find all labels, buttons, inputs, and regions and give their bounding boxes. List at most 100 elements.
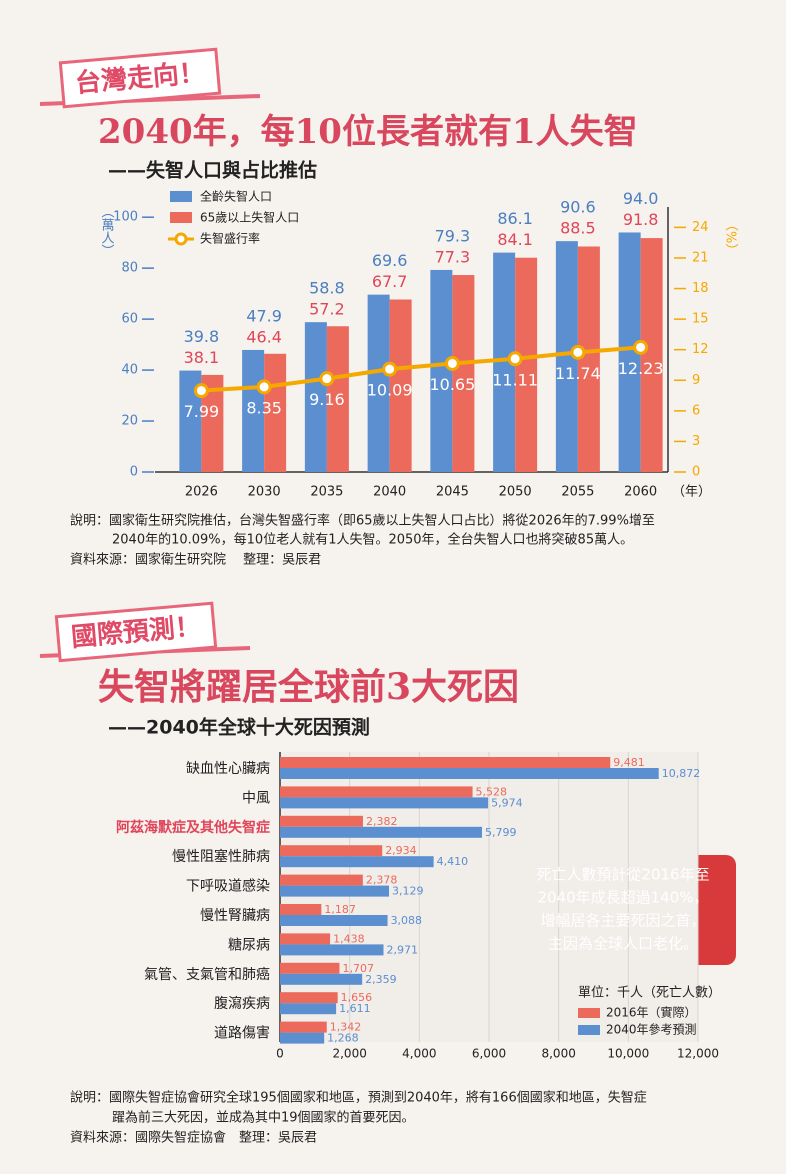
value-label: 1,656 — [341, 991, 373, 1004]
value-label: 1,342 — [330, 1021, 362, 1034]
line-marker — [382, 361, 398, 377]
note-line: 2040年的10.09%，每10位老人就有1人失智。2050年，全台失智人口也將… — [112, 532, 633, 548]
x-tick-label: 2055 — [561, 485, 594, 500]
value-label: 39.8 — [184, 327, 220, 346]
y-tick-label: 80 — [121, 261, 138, 276]
y2-tick-label: 15 — [692, 312, 709, 327]
bar — [430, 269, 453, 472]
bar — [280, 944, 384, 956]
note-line: 說明：國家衛生研究院推估，台灣失智盛行率（即65歲以上失智人口占比）將從2026… — [70, 513, 655, 529]
y-tick-label: 20 — [121, 414, 138, 429]
bar — [280, 874, 363, 886]
bar — [280, 973, 363, 985]
value-label: 84.1 — [497, 230, 533, 249]
bar — [280, 933, 331, 945]
legend-swatch — [170, 212, 192, 223]
bar — [367, 294, 390, 472]
category-label: 糖尿病 — [228, 937, 270, 953]
source: 資料來源：國際失智症協會 整理：吳辰君 — [70, 1131, 317, 1146]
value-label: 1,268 — [327, 1032, 359, 1045]
x-tick-label: 2026 — [185, 485, 218, 500]
line-marker — [507, 351, 523, 367]
value-label: 2,382 — [366, 815, 398, 828]
y2-tick-label: 9 — [692, 373, 700, 388]
x-tick-label: 10,000 — [607, 1047, 649, 1061]
value-label: 10.09 — [367, 381, 413, 400]
value-label: 69.6 — [372, 251, 408, 270]
bar — [493, 252, 516, 472]
category-label: 中風 — [242, 790, 270, 806]
bar — [280, 885, 389, 897]
x-tick-label: 0 — [276, 1047, 284, 1061]
line-marker — [256, 379, 272, 395]
value-label: 47.9 — [246, 306, 282, 325]
bar — [280, 1003, 337, 1015]
value-label: 58.8 — [309, 279, 345, 298]
subtitle: ——2040年全球十大死因預測 — [108, 716, 370, 739]
bar — [640, 238, 663, 472]
value-label: 94.0 — [623, 189, 659, 208]
value-label: 11.74 — [555, 364, 601, 383]
bar — [280, 1032, 325, 1044]
value-label: 12.23 — [618, 359, 664, 378]
x-tick-label: 2040 — [373, 485, 406, 500]
bar — [280, 915, 388, 926]
callout-text: 死亡人數預計從2016年至 — [536, 866, 709, 884]
y-tick-label: 40 — [121, 363, 138, 378]
legend-label: 2016年（實際） — [606, 1005, 697, 1020]
bar — [201, 374, 224, 472]
bar — [389, 299, 412, 472]
value-label: 67.7 — [372, 272, 408, 291]
y2-tick-label: 24 — [692, 220, 709, 235]
value-label: 1,187 — [324, 903, 356, 916]
category-label: 缺血性心臟病 — [186, 761, 270, 777]
category-label: 慢性阻塞性肺病 — [172, 848, 270, 865]
value-label: 57.2 — [309, 300, 345, 319]
tag-box — [54, 601, 218, 663]
x-tick-label: 2045 — [436, 485, 469, 500]
y2-tick-label: 0 — [692, 465, 700, 480]
note-line: 躍為前三大死因，並成為其中19個國家的首要死因。 — [112, 1110, 415, 1126]
value-label: 4,410 — [437, 855, 469, 868]
value-label: 8.35 — [246, 398, 282, 417]
value-label: 5,799 — [485, 826, 517, 839]
value-label: 38.1 — [184, 348, 220, 367]
y-tick-label: 100 — [113, 210, 138, 225]
value-label: 90.6 — [560, 198, 596, 217]
value-label: 10.65 — [429, 375, 475, 394]
y-tick-label: 60 — [121, 312, 138, 327]
value-label: 2,359 — [365, 973, 397, 986]
y-axis-label: （萬人） — [99, 205, 115, 257]
category-label: 氣管、支氣管和肺癌 — [144, 967, 270, 983]
value-label: 3,088 — [391, 914, 423, 927]
y2-axis-label: （%） — [723, 218, 739, 256]
y2-tick-label: 18 — [692, 281, 709, 296]
bar — [179, 370, 202, 472]
x-tick-label: 12,000 — [677, 1047, 719, 1061]
bar — [304, 322, 327, 472]
bar — [280, 797, 489, 809]
value-label: 91.8 — [623, 210, 659, 229]
value-label: 5,974 — [491, 796, 523, 809]
value-label: 79.3 — [435, 226, 471, 245]
value-label: 5,528 — [476, 785, 508, 798]
y2-tick-label: 3 — [692, 434, 700, 449]
line-marker — [633, 339, 649, 355]
category-label: 下呼吸道感染 — [186, 878, 270, 895]
bar — [452, 275, 475, 472]
tag: 台灣走向！ — [58, 47, 222, 109]
value-label: 88.5 — [560, 219, 596, 238]
legend-swatch — [578, 1025, 600, 1035]
title: 失智將躍居全球前3大死因 — [98, 666, 519, 708]
bar — [280, 815, 363, 827]
value-label: 9,481 — [613, 756, 645, 769]
legend-label: 失智盛行率 — [200, 231, 260, 246]
subtitle: ——失智人口與占比推估 — [108, 159, 317, 182]
legend-label: 2040年參考預測 — [606, 1022, 697, 1037]
line-marker — [444, 355, 460, 371]
bar — [280, 757, 611, 768]
x-tick-label: 4,000 — [402, 1047, 436, 1061]
x-tick-label: 6,000 — [472, 1047, 506, 1061]
bar — [280, 845, 383, 857]
